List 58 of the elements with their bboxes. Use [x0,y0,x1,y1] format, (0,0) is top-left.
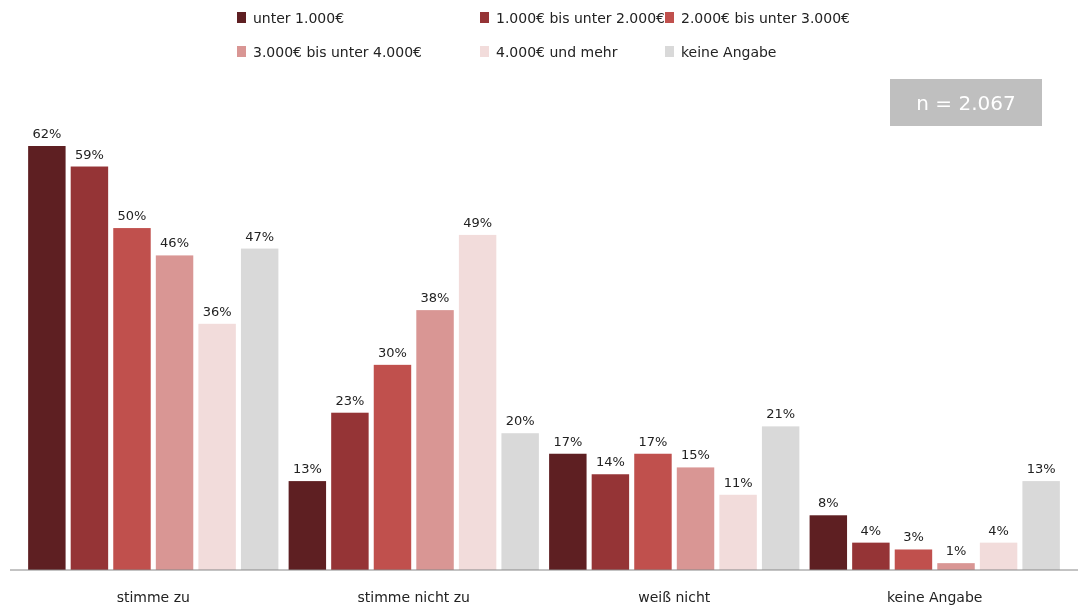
bar [113,228,151,570]
bar [1022,481,1060,570]
bar [719,494,757,570]
data-label: 20% [505,413,535,429]
data-label: 1% [945,543,967,559]
data-label: 17% [638,433,668,449]
x-tick-label: keine Angabe [887,589,983,605]
bar [416,310,454,570]
data-label: 17% [553,433,583,449]
bar [809,515,848,570]
bar [331,412,369,570]
bar [240,248,279,570]
bar [852,542,890,570]
x-tick-label: weiß nicht [638,589,711,605]
legend-label: unter 1.000€ [253,10,345,26]
data-label: 4% [988,522,1009,538]
bar [288,481,327,570]
data-label: 46% [160,235,189,251]
data-label: 47% [245,228,275,244]
legend-label: keine Angabe [681,44,777,60]
data-label: 50% [117,208,147,224]
bar [676,467,715,570]
bar [501,433,539,570]
data-label: 49% [463,214,493,230]
data-label: 3% [903,529,924,545]
bar [634,453,672,570]
data-label: 13% [1026,461,1056,477]
legend-label: 1.000€ bis unter 2.000€ [496,10,665,26]
bar [591,474,630,570]
legend-label: 2.000€ bis unter 3.000€ [681,10,850,26]
bar [458,234,497,570]
bar [28,146,66,570]
data-label: 15% [681,447,710,463]
bar [979,542,1018,570]
legend-label: 4.000€ und mehr [496,44,618,60]
bar [70,166,109,570]
x-tick-label: stimme nicht zu [357,589,471,605]
bar [549,453,587,570]
data-label: 38% [420,290,450,306]
data-label: 11% [723,474,753,490]
bar [155,255,194,570]
bar [761,426,800,570]
bar [894,549,933,570]
data-label: 62% [32,126,62,141]
data-label: 13% [292,461,322,477]
data-label: 8% [818,495,839,511]
data-label: 23% [335,392,365,408]
legend-label: 3.000€ bis unter 4.000€ [253,44,422,60]
data-label: 14% [595,454,625,470]
data-label: 30% [378,344,407,360]
text: n = 2.067 [916,91,1016,115]
data-label: 59% [74,146,104,162]
data-label: 21% [766,406,796,422]
bar [198,323,236,570]
data-label: 4% [860,522,882,538]
data-label: 36% [202,303,232,319]
bar [373,364,412,570]
x-tick-label: stimme zu [116,589,190,605]
